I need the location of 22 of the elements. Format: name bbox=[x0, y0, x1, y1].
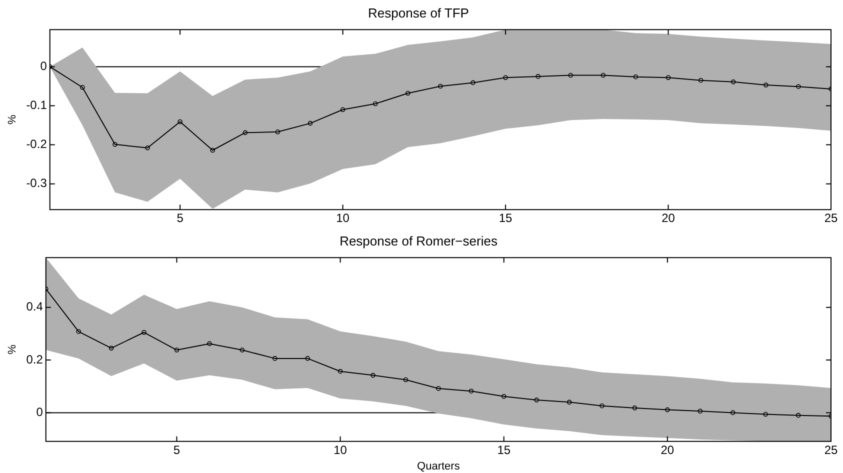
chart-title: Response of TFP bbox=[368, 5, 469, 20]
y-tick-label: -0.2 bbox=[26, 137, 48, 152]
y-tick-label: -0.1 bbox=[26, 98, 48, 112]
y-tick-label: 0.2 bbox=[26, 352, 44, 366]
y-tick-label: -0.3 bbox=[26, 176, 48, 190]
x-tick-label: 10 bbox=[334, 442, 348, 457]
x-tick-label: 25 bbox=[824, 211, 838, 226]
x-tick-label: 10 bbox=[336, 211, 350, 226]
y-tick-label: 0.4 bbox=[26, 300, 44, 314]
x-tick-label: 20 bbox=[660, 442, 674, 457]
y-tick-label: 0 bbox=[40, 59, 48, 74]
x-tick-label: 5 bbox=[173, 442, 180, 457]
chart-title: Response of Romer−series bbox=[340, 233, 498, 248]
x-tick-label: 15 bbox=[497, 442, 511, 457]
y-axis-title: % bbox=[6, 114, 19, 124]
x-axis-title: Quarters bbox=[417, 460, 460, 472]
x-tick-label: 25 bbox=[824, 442, 838, 457]
x-tick-label: 15 bbox=[498, 211, 513, 226]
y-axis-title: % bbox=[6, 344, 19, 354]
x-tick-label: 20 bbox=[662, 211, 676, 226]
x-tick-label: 5 bbox=[176, 211, 184, 226]
y-tick-label: 0 bbox=[36, 405, 44, 420]
